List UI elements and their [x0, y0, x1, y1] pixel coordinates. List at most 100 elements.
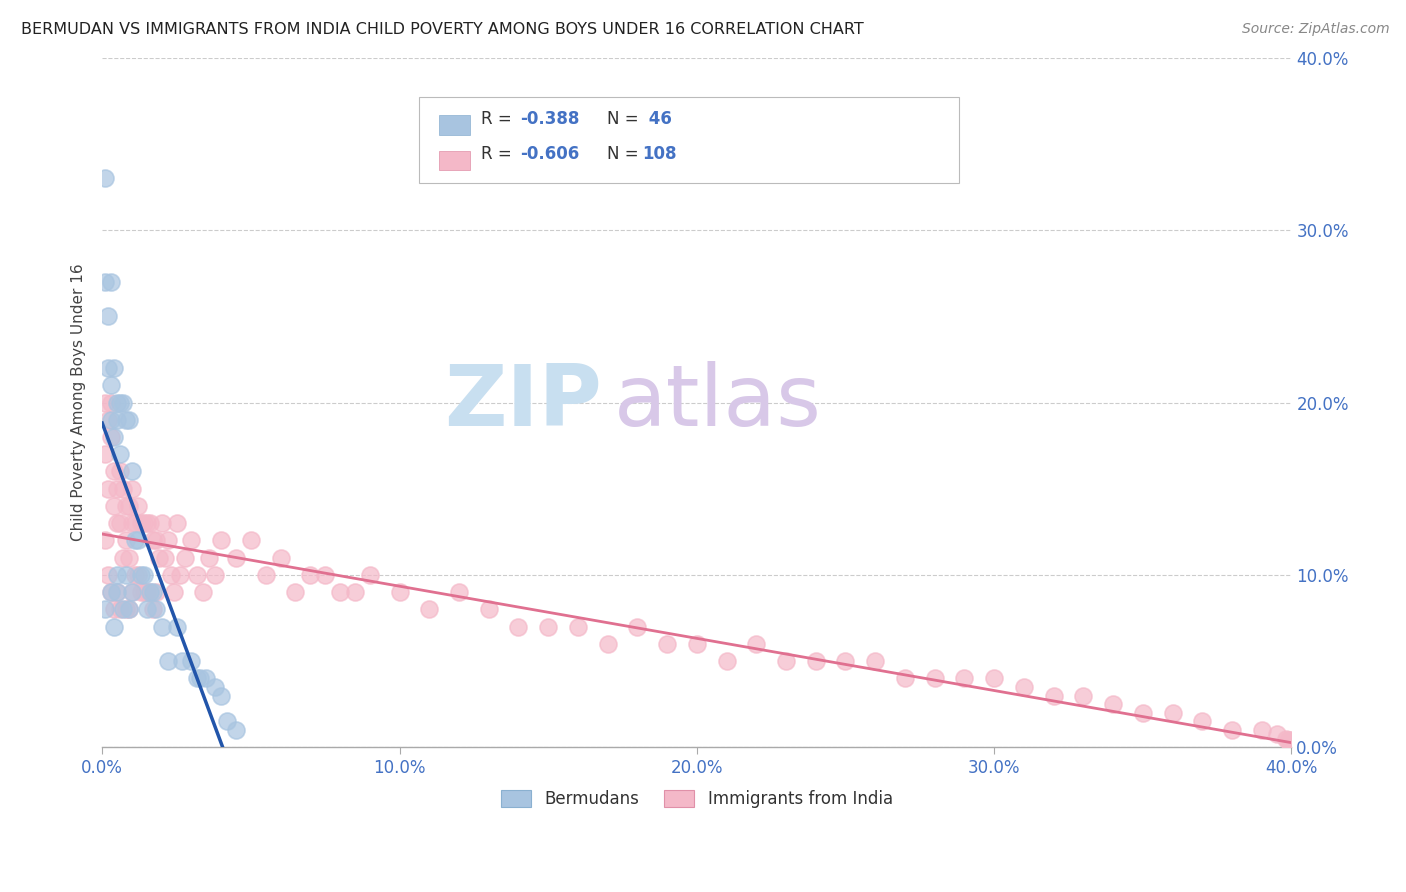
Point: [129, 585, 152, 599]
Point: [180, 654, 202, 668]
Point: [94, 533, 117, 548]
Point: [100, 585, 122, 599]
Point: [204, 568, 226, 582]
Point: [100, 275, 122, 289]
Text: Source: ZipAtlas.com: Source: ZipAtlas.com: [1241, 22, 1389, 37]
Y-axis label: Child Poverty Among Boys Under 16: Child Poverty Among Boys Under 16: [72, 264, 86, 541]
Point: [139, 585, 162, 599]
Point: [626, 620, 648, 634]
Point: [135, 585, 157, 599]
Point: [1281, 739, 1303, 753]
Point: [1274, 731, 1296, 746]
Point: [124, 533, 146, 548]
Point: [148, 550, 170, 565]
Point: [186, 672, 208, 686]
Point: [100, 378, 122, 392]
Point: [132, 585, 155, 599]
Point: [863, 654, 886, 668]
Text: ZIP: ZIP: [444, 361, 602, 444]
Point: [121, 516, 143, 531]
Point: [115, 533, 138, 548]
Point: [108, 447, 131, 461]
Text: -0.606: -0.606: [520, 145, 579, 163]
Point: [299, 568, 322, 582]
Point: [97, 482, 120, 496]
Point: [105, 585, 128, 599]
Point: [686, 637, 709, 651]
Point: [139, 585, 162, 599]
Point: [239, 533, 262, 548]
Point: [94, 602, 117, 616]
Point: [105, 516, 128, 531]
Point: [159, 568, 181, 582]
Point: [108, 395, 131, 409]
Point: [162, 585, 184, 599]
Point: [225, 723, 247, 737]
Point: [156, 654, 179, 668]
Point: [195, 672, 218, 686]
Point: [108, 602, 131, 616]
Point: [94, 171, 117, 186]
Point: [145, 602, 167, 616]
Point: [284, 585, 307, 599]
Point: [1250, 723, 1272, 737]
Point: [186, 568, 208, 582]
Point: [217, 714, 239, 729]
Point: [1265, 726, 1288, 740]
Point: [111, 395, 134, 409]
Point: [115, 499, 138, 513]
Point: [111, 602, 134, 616]
Point: [983, 672, 1005, 686]
Point: [329, 585, 352, 599]
Point: [142, 602, 165, 616]
Point: [124, 516, 146, 531]
Point: [150, 516, 173, 531]
Point: [121, 585, 143, 599]
Point: [145, 533, 167, 548]
Point: [1012, 680, 1035, 694]
Point: [94, 447, 117, 461]
Point: [108, 516, 131, 531]
Point: [111, 550, 134, 565]
Point: [655, 637, 678, 651]
Point: [1102, 698, 1125, 712]
Point: [94, 275, 117, 289]
Point: [103, 620, 125, 634]
Point: [105, 585, 128, 599]
Point: [537, 620, 560, 634]
Point: [166, 620, 188, 634]
Point: [209, 533, 232, 548]
Point: [103, 499, 125, 513]
Point: [97, 568, 120, 582]
Point: [1042, 689, 1064, 703]
Point: [204, 680, 226, 694]
Point: [924, 672, 946, 686]
Point: [418, 602, 440, 616]
Point: [1281, 733, 1303, 747]
Point: [745, 637, 768, 651]
Point: [105, 413, 128, 427]
Text: N =: N =: [607, 145, 644, 163]
Point: [132, 568, 155, 582]
Point: [1220, 723, 1243, 737]
Point: [716, 654, 738, 668]
Text: 46: 46: [643, 110, 672, 128]
Point: [129, 568, 152, 582]
Point: [1281, 737, 1303, 751]
Point: [100, 430, 122, 444]
Point: [834, 654, 856, 668]
Point: [567, 620, 589, 634]
Point: [129, 516, 152, 531]
Point: [142, 585, 165, 599]
Point: [153, 550, 176, 565]
Point: [1073, 689, 1095, 703]
Point: [100, 413, 122, 427]
Point: [508, 620, 530, 634]
Point: [108, 465, 131, 479]
Point: [314, 568, 336, 582]
Point: [172, 654, 194, 668]
Point: [209, 689, 232, 703]
Point: [174, 550, 197, 565]
Point: [804, 654, 827, 668]
Point: [97, 310, 120, 324]
